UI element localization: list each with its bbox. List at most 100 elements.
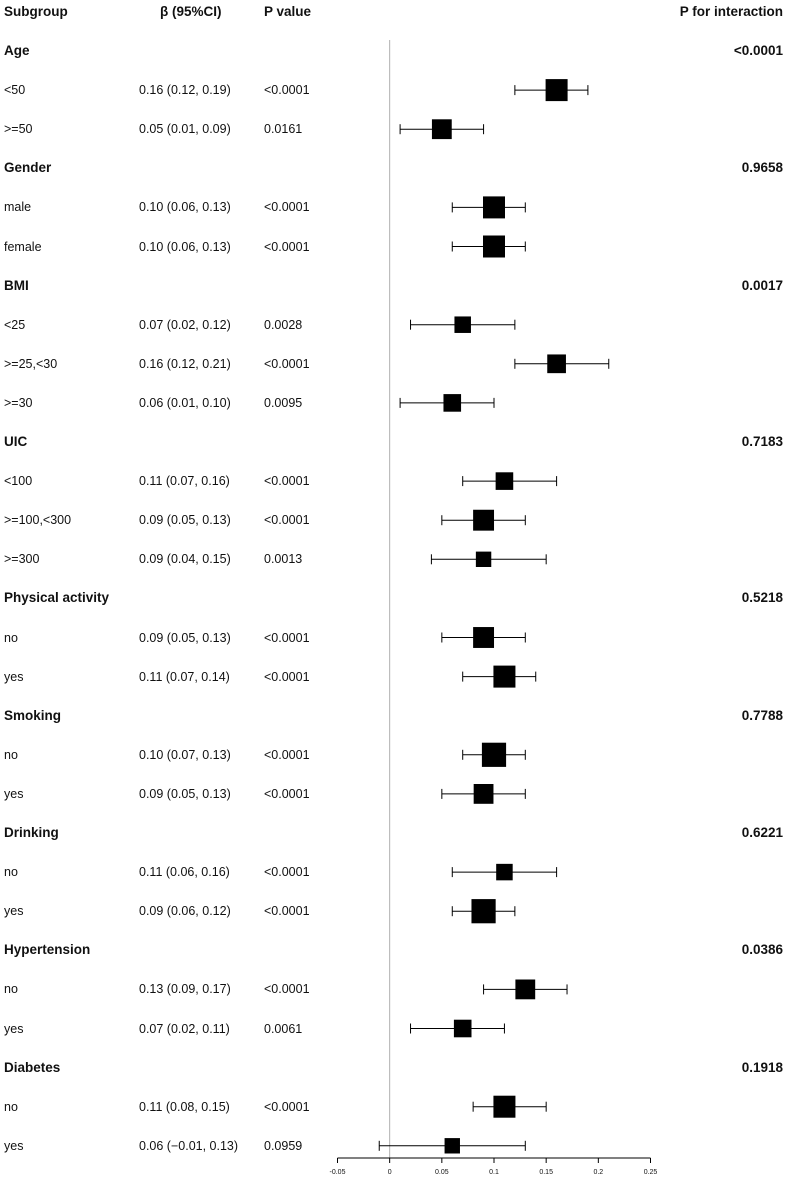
subgroup-label: <25: [4, 317, 26, 332]
subgroup-label: no: [4, 630, 18, 645]
group-label: Diabetes: [4, 1059, 61, 1075]
subgroup-label: >=50: [4, 122, 33, 137]
p-interaction-value: 0.6221: [741, 825, 783, 840]
group-label: Drinking: [4, 825, 59, 840]
p-value: <0.0001: [264, 669, 310, 684]
beta-ci-value: 0.09 (0.06, 0.12): [139, 904, 231, 919]
beta-ci-value: 0.09 (0.04, 0.15): [139, 552, 231, 567]
subgroup-label: no: [4, 747, 18, 762]
subgroup-label: yes: [4, 669, 24, 684]
estimate-marker: [493, 1095, 516, 1118]
p-value: <0.0001: [264, 904, 310, 919]
header-p-interaction: P for interaction: [679, 4, 783, 19]
subgroup-label: yes: [4, 1138, 24, 1153]
p-interaction-value: 0.7183: [741, 434, 783, 449]
estimate-marker: [495, 472, 514, 490]
header-pvalue: P value: [264, 4, 312, 19]
beta-ci-value: 0.10 (0.07, 0.13): [139, 747, 231, 762]
group-label: Physical activity: [4, 590, 110, 606]
p-value: 0.0959: [264, 1138, 303, 1153]
p-value: 0.0013: [264, 552, 303, 567]
header-subgroup: Subgroup: [4, 4, 68, 19]
estimate-marker: [473, 627, 495, 648]
group-label: BMI: [4, 277, 29, 293]
subgroup-label: >=300: [4, 552, 40, 567]
subgroup-label: yes: [4, 786, 24, 801]
subgroup-label: no: [4, 865, 18, 880]
subgroup-label: female: [4, 239, 42, 254]
x-tick-label: -0.05: [330, 1169, 346, 1176]
p-interaction-value: <0.0001: [733, 43, 783, 58]
estimate-marker: [483, 235, 505, 258]
p-interaction-value: 0.0386: [741, 942, 783, 958]
p-value: <0.0001: [264, 786, 310, 801]
estimate-marker: [454, 316, 471, 333]
beta-ci-value: 0.11 (0.07, 0.14): [139, 669, 230, 684]
p-value: <0.0001: [264, 474, 310, 489]
subgroup-label: <100: [4, 474, 33, 489]
estimate-marker: [483, 196, 505, 219]
group-label: UIC: [4, 434, 28, 449]
estimate-marker: [443, 394, 462, 412]
subgroup-label: >=25,<30: [4, 356, 58, 371]
p-interaction-value: 0.1918: [741, 1059, 783, 1075]
beta-ci-value: 0.09 (0.05, 0.13): [139, 513, 231, 528]
p-interaction-value: 0.5218: [741, 590, 783, 606]
beta-ci-value: 0.07 (0.02, 0.11): [139, 1021, 230, 1036]
p-value: <0.0001: [264, 513, 310, 528]
p-value: <0.0001: [264, 239, 310, 254]
group-label: Age: [4, 43, 30, 58]
estimate-marker: [431, 119, 452, 140]
p-interaction-value: 0.7788: [741, 707, 783, 723]
group-label: Hypertension: [4, 942, 91, 958]
beta-ci-value: 0.06 (−0.01, 0.13): [139, 1138, 239, 1153]
header-beta: β (95%CI): [160, 4, 222, 19]
beta-ci-value: 0.11 (0.07, 0.16): [139, 474, 230, 489]
subgroup-label: no: [4, 982, 18, 997]
p-value: <0.0001: [264, 630, 310, 645]
beta-ci-value: 0.10 (0.06, 0.13): [139, 200, 231, 215]
subgroup-label: yes: [4, 1021, 24, 1036]
p-value: <0.0001: [264, 982, 310, 997]
p-value: 0.0161: [264, 122, 303, 137]
p-value: 0.0028: [264, 317, 303, 332]
x-tick-label: 0.2: [593, 1169, 603, 1176]
estimate-marker: [444, 1138, 460, 1154]
estimate-marker: [471, 899, 496, 924]
x-tick-label: 0.1: [489, 1169, 499, 1176]
x-tick-label: 0: [388, 1169, 392, 1176]
beta-ci-value: 0.07 (0.02, 0.12): [139, 317, 231, 332]
subgroup-label: no: [4, 1099, 18, 1114]
p-value: <0.0001: [264, 865, 310, 880]
estimate-marker: [545, 79, 568, 102]
p-interaction-value: 0.9658: [741, 160, 783, 176]
p-value: <0.0001: [264, 83, 310, 98]
subgroup-label: >=100,<300: [4, 513, 72, 528]
beta-ci-value: 0.16 (0.12, 0.19): [139, 83, 231, 98]
p-value: <0.0001: [264, 747, 310, 762]
estimate-marker: [473, 784, 494, 804]
estimate-marker: [515, 979, 536, 1000]
beta-ci-value: 0.10 (0.06, 0.13): [139, 239, 231, 254]
estimate-marker: [493, 665, 516, 688]
subgroup-label: yes: [4, 904, 24, 919]
beta-ci-value: 0.06 (0.01, 0.10): [139, 395, 231, 410]
p-interaction-value: 0.0017: [741, 277, 783, 293]
beta-ci-value: 0.09 (0.05, 0.13): [139, 786, 231, 801]
group-label: Gender: [4, 160, 52, 176]
estimate-marker: [496, 863, 513, 881]
p-value: <0.0001: [264, 200, 310, 215]
beta-ci-value: 0.11 (0.06, 0.16): [139, 865, 230, 880]
group-label: Smoking: [4, 707, 62, 723]
estimate-marker: [475, 551, 492, 567]
beta-ci-value: 0.11 (0.08, 0.15): [139, 1099, 230, 1114]
estimate-marker: [481, 742, 507, 767]
subgroup-label: >=30: [4, 395, 33, 410]
beta-ci-value: 0.09 (0.05, 0.13): [139, 630, 231, 645]
beta-ci-value: 0.13 (0.09, 0.17): [139, 982, 231, 997]
p-value: <0.0001: [264, 1099, 310, 1114]
subgroup-label: male: [4, 200, 32, 215]
p-value: 0.0095: [264, 395, 303, 410]
beta-ci-value: 0.16 (0.12, 0.21): [139, 356, 231, 371]
